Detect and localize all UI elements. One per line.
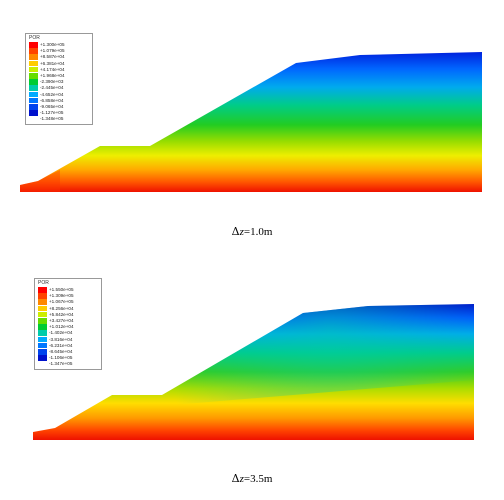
legend-entry: +5.842e+04 (38, 311, 74, 318)
legend-label: +5.842e+04 (49, 311, 74, 317)
legend-swatch (38, 361, 47, 367)
legend-entry: -1.348e+05 (29, 116, 63, 122)
legend-label: -2.390e+03 (40, 79, 64, 85)
contour-panel-1: POR +1.300e+05 +1.079e+05 +8.587e+04 +6.381… (0, 0, 504, 245)
legend-entry: +3.427e+04 (38, 318, 74, 324)
legend-label: -6.858e+04 (40, 97, 64, 103)
legend-entry: +1.550e+05 (38, 287, 74, 293)
legend-entry: +4.174e+04 (29, 66, 65, 73)
legend-entry: -3.816e+04 (38, 336, 73, 343)
legend-label: +3.427e+04 (49, 318, 74, 323)
legend-swatch (38, 324, 47, 330)
legend-entry: -6.858e+04 (29, 97, 64, 104)
legend-label: +1.300e+05 (40, 42, 65, 47)
legend-label: -9.065e+04 (40, 104, 64, 109)
legend-entry: -1.127e+05 (29, 110, 63, 116)
legend-label: +8.587e+04 (40, 54, 65, 60)
legend-entry: +1.309e+05 (38, 293, 74, 299)
legend-2: POR +1.550e+05 +1.309e+05 +1.067e+05 +8.256… (34, 278, 102, 370)
legend-swatch (38, 299, 47, 305)
legend-entry: +1.012e+04 (38, 324, 74, 330)
legend-swatch (29, 60, 38, 67)
legend-entry: -9.065e+04 (29, 104, 63, 110)
legend-swatch (38, 330, 47, 336)
legend-swatch (29, 91, 38, 98)
contour-panel-2: POR +1.550e+05 +1.309e+05 +1.067e+05 +8.256… (0, 260, 504, 500)
legend-entry: +1.079e+05 (29, 48, 65, 54)
legend-swatch (38, 342, 47, 349)
legend-label: -8.645e+04 (49, 349, 73, 354)
legend-swatch (29, 48, 38, 54)
legend-entry: +1.067e+05 (38, 299, 74, 305)
legend-1: POR +1.300e+05 +1.079e+05 +8.587e+04 +6.381… (25, 33, 93, 125)
legend-swatch (38, 287, 47, 293)
slope-contour-plot-2 (33, 304, 474, 440)
legend-swatch (38, 349, 47, 355)
caption-delta: Δ (231, 225, 240, 238)
legend-label: -1.127e+05 (40, 110, 64, 116)
caption-value: =1.0m (243, 226, 273, 238)
legend-label: +1.067e+05 (49, 299, 74, 305)
legend-entry: -1.347e+05 (38, 361, 72, 367)
legend-label: -4.652e+04 (40, 91, 64, 97)
legend-swatch (38, 336, 47, 343)
legend-label: -1.348e+05 (40, 116, 64, 122)
legend-label: -1.402e+04 (49, 330, 73, 336)
legend-entry: -2.390e+03 (29, 79, 63, 85)
legend-swatch (38, 305, 47, 312)
legend-swatch (38, 293, 47, 299)
legend-title: POR (29, 35, 40, 41)
legend-label: +1.309e+05 (49, 293, 74, 299)
legend-label: -3.816e+04 (49, 336, 73, 342)
legend-swatch (29, 73, 38, 79)
legend-label: +6.381e+04 (40, 60, 65, 66)
slope-toe-shading-1 (20, 170, 60, 192)
legend-label: -2.445e+04 (40, 85, 64, 91)
legend-entry: -8.645e+04 (38, 349, 72, 355)
legend-label: +1.079e+05 (40, 48, 65, 54)
legend-entry: +1.300e+05 (29, 42, 65, 48)
legend-swatch (38, 355, 47, 361)
legend-swatch (29, 85, 38, 91)
legend-swatch (38, 311, 47, 318)
legend-swatch (29, 116, 38, 122)
legend-swatch (29, 79, 38, 85)
caption-value: =3.5m (243, 473, 273, 485)
legend-label: -6.231e+04 (49, 342, 73, 348)
slope-contour-plot-1 (20, 52, 482, 192)
legend-entry: -1.106e+05 (38, 355, 72, 361)
legend-entry: -2.445e+04 (29, 85, 63, 91)
caption-variable: z (239, 226, 244, 238)
legend-swatch (29, 54, 38, 60)
legend-label: -1.106e+05 (49, 355, 73, 361)
legend-label: +1.968e+04 (40, 73, 65, 78)
legend-label: +1.550e+05 (49, 287, 74, 292)
caption-2: Δz=3.5m (0, 472, 504, 485)
caption-variable: z (239, 473, 244, 485)
legend-label: -1.347e+05 (49, 361, 73, 367)
slope-bulb-shading-2 (112, 304, 474, 410)
legend-entry: +8.587e+04 (29, 54, 65, 60)
legend-entry: -6.231e+04 (38, 342, 73, 349)
legend-swatch (38, 318, 47, 324)
legend-entry: -1.402e+04 (38, 330, 72, 336)
legend-entry: -4.652e+04 (29, 91, 64, 98)
legend-title: POR (38, 280, 49, 286)
legend-swatch (29, 110, 38, 116)
legend-entry: +1.968e+04 (29, 73, 65, 79)
caption-1: Δz=1.0m (0, 225, 504, 238)
legend-label: +8.256e+04 (49, 305, 74, 311)
slope-mesh-1 (20, 52, 482, 192)
legend-swatch (29, 66, 38, 73)
legend-swatch (29, 42, 38, 48)
legend-label: +4.174e+04 (40, 66, 65, 72)
caption-delta: Δ (231, 472, 240, 485)
legend-swatch (29, 104, 38, 110)
legend-entry: +8.256e+04 (38, 305, 74, 312)
legend-entry: +6.381e+04 (29, 60, 65, 67)
legend-label: +1.012e+04 (49, 324, 74, 330)
legend-swatch (29, 97, 38, 104)
